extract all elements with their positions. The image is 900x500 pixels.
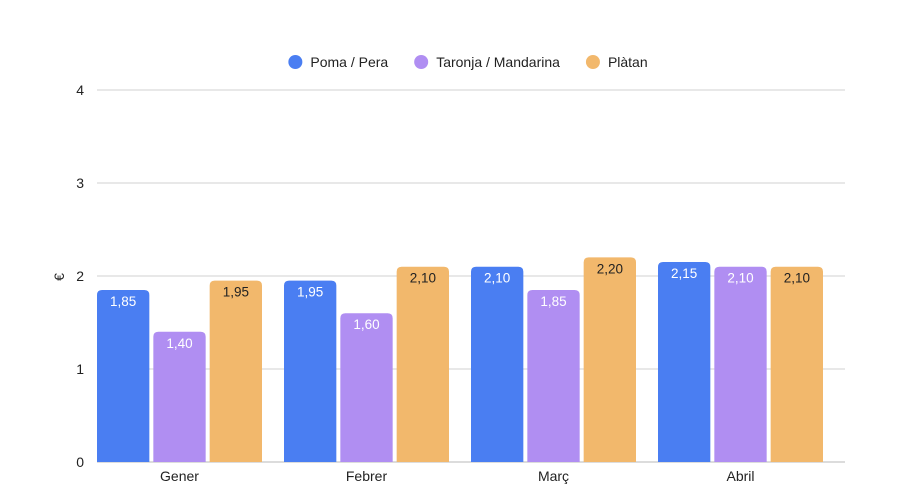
data-label: 2,10 [784,271,810,286]
legend-label: Taronja / Mandarina [436,54,560,70]
bar-pl-tan-febrer [396,266,449,462]
bar-taronja-mandarina-abril [714,266,767,462]
x-tick-label: Març [538,468,569,484]
data-label: 1,60 [353,317,379,332]
bars [97,257,823,462]
y-tick-label: 4 [76,82,84,98]
data-label: 2,10 [410,271,436,286]
data-label: 1,85 [540,294,566,309]
bar-poma-pera-gener [97,289,150,462]
data-labels: 1,85 1,40 1,95 1,95 1,60 2,10 2,10 1,85 2,20 2,15… [110,261,810,350]
bar-pl-tan-abril [770,266,823,462]
data-label: 1,40 [166,336,192,351]
legend-swatch [288,55,303,69]
y-tick-label: 0 [76,454,84,470]
x-tick-label: Gener [160,468,199,484]
axes: 0 1 2 3 4 € Gener Febrer Març Abril [51,82,755,484]
data-label: 2,10 [727,271,753,286]
bar-poma-pera-març [471,266,524,462]
data-label: 2,15 [671,266,697,281]
bar-taronja-mandarina-febrer [340,313,393,462]
y-tick-label: 3 [76,175,84,191]
y-tick-label: 1 [76,361,84,377]
legend-item-pl-tan[interactable]: Plàtan [585,54,648,70]
data-label: 1,85 [110,294,136,309]
data-label: 2,10 [484,271,510,286]
legend-swatch [585,55,600,69]
legend-label: Plàtan [608,54,648,70]
legend-item-taronja-mandarina[interactable]: Taronja / Mandarina [414,54,560,70]
legend: Poma / Pera Taronja / Mandarina Plàtan [288,54,648,70]
bar-poma-pera-abril [658,262,711,462]
legend-swatch [414,55,429,69]
bar-taronja-mandarina-març [527,289,580,462]
legend-label: Poma / Pera [310,54,388,70]
bar-taronja-mandarina-gener [153,331,206,462]
data-label: 2,20 [597,261,623,276]
y-axis-title: € [51,273,67,281]
bar-poma-pera-febrer [284,280,337,462]
data-label: 1,95 [223,285,249,300]
x-tick-label: Abril [726,468,754,484]
bar-pl-tan-març [583,257,636,462]
legend-item-poma-pera[interactable]: Poma / Pera [288,54,388,70]
data-label: 1,95 [297,285,323,300]
y-tick-label: 2 [76,268,84,284]
bar-pl-tan-gener [209,280,262,462]
x-tick-label: Febrer [346,468,388,484]
